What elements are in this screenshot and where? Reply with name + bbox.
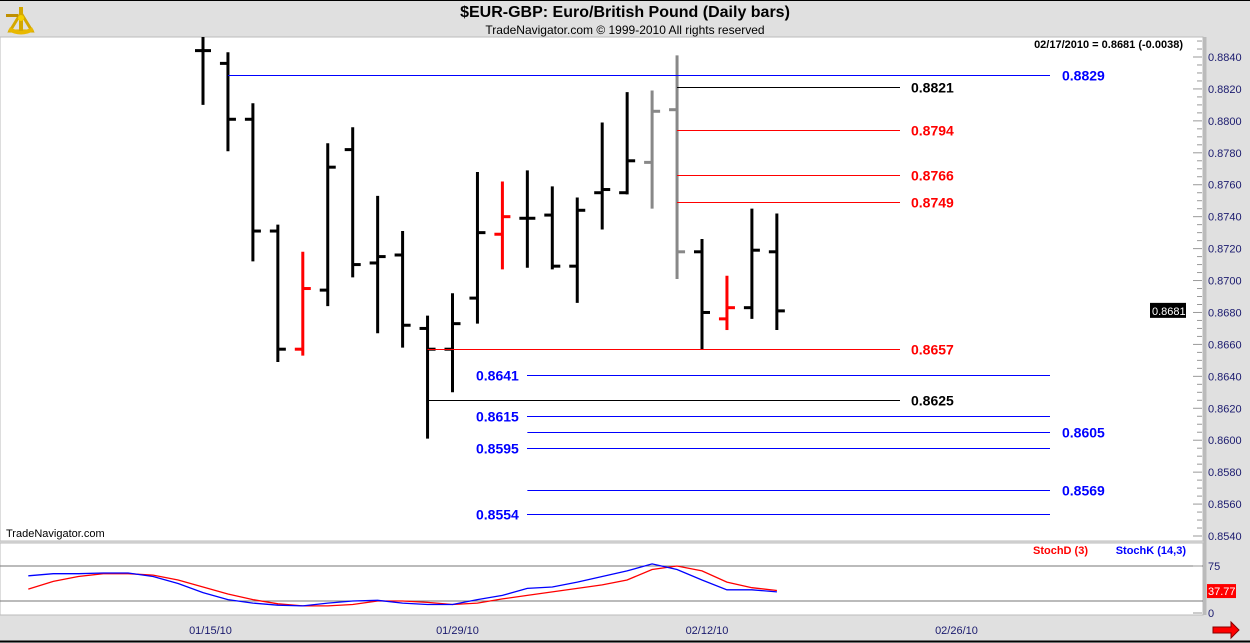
axis-label: 0.8720 [1208,244,1242,256]
chart-header: $EUR-GBP: Euro/British Pound (Daily bars… [0,0,1250,38]
ohlc-bar [319,143,336,307]
axis-label: 0.8560 [1208,499,1242,511]
axis-label: 0.8800 [1208,116,1242,128]
axis-label: 0.8700 [1208,276,1242,288]
ohlc-bar [269,224,286,362]
level-label: 0.8657 [911,342,954,358]
level-label: 0.8569 [1062,483,1105,499]
ohlc-bar [494,181,511,270]
axis-label: 75 [1208,561,1220,573]
axis-label: 0.8740 [1208,212,1242,224]
last-price-label: 0.8681 [1152,306,1186,318]
axis-label: 0.8600 [1208,435,1242,447]
price-axis: 0.8840 0.8820 0.8800 0.8780 0.8760 0.8740 0.87… [1150,40,1242,543]
sextant-logo-icon [6,7,35,35]
ohlc-bar [569,197,586,303]
last-stoch-marker [1207,584,1236,599]
axis-label: 0.8780 [1208,148,1242,160]
axis-label: 0.8840 [1208,52,1242,64]
ohlc-bar [195,37,211,105]
date-label: 02/12/10 [686,625,729,637]
ohlc-bar [644,90,661,209]
ohlc-bar [219,52,236,152]
axis-label: 0.8540 [1208,531,1242,543]
ohlc-bar [394,231,411,348]
level-label: 0.8605 [1062,425,1105,441]
level-label: 0.8554 [476,507,519,523]
axis-label: 0.8620 [1208,403,1242,415]
axis-label: 0.8640 [1208,371,1242,383]
scroll-right-arrow-icon[interactable] [1212,620,1240,640]
axis-label: 0 [1208,608,1214,620]
ohlc-bar [669,55,686,279]
stochastic-series: 75 0 37.77 [0,561,1236,620]
ohlc-bar [369,195,386,334]
last-price-marker [1150,302,1186,318]
date-label: 02/26/10 [935,625,978,637]
ohlc-bar [718,275,735,331]
axis-label: 0.8660 [1208,339,1242,351]
level-label: 0.8595 [476,441,519,457]
level-label: 0.8641 [476,368,519,384]
last-quote-readout: 02/17/2010 = 0.8681 (-0.0038) [1034,39,1183,51]
axis-label: 0.8680 [1208,307,1242,319]
ohlc-bar [244,103,261,262]
level-label: 0.8794 [911,123,954,139]
ohlc-bar [294,251,311,356]
level-label: 0.8625 [911,393,954,409]
watermark-text: TradeNavigator.com [6,528,105,540]
stoch-line-d [28,565,777,607]
legend-stochk: StochK (14,3) [1116,545,1187,557]
axis-label: 0.8820 [1208,84,1242,96]
level-label: 0.8749 [911,195,954,211]
last-stoch-label: 37.77 [1208,586,1236,598]
price-plot-area[interactable] [0,36,1204,542]
date-axis: 01/15/10 01/29/10 02/12/10 02/26/10 [0,625,1250,643]
date-label: 01/29/10 [436,625,479,637]
ohlc-bar [619,92,636,195]
level-label: 0.8829 [1062,68,1105,84]
legend-stochd: StochD (3) [1033,545,1088,557]
ohlc-bar [544,186,561,270]
stochastic-plot-area[interactable] [0,542,1204,616]
date-label: 01/15/10 [189,625,232,637]
ohlc-bar [344,127,361,278]
level-label: 0.8821 [911,80,954,96]
axis-label: 0.8580 [1208,467,1242,479]
level-label: 0.8615 [476,409,519,425]
ohlc-bar [519,170,536,268]
level-lines: 0.8829 0.8821 0.8794 0.8766 0.8749 0.8657 0.86… [227,68,1105,523]
stoch-line-k [28,563,777,607]
ohlc-bar [743,208,760,319]
level-label: 0.8766 [911,168,954,184]
price-series [195,37,785,439]
chart-copyright: TradeNavigator.com © 1999-2010 All right… [485,23,765,37]
ohlc-bar [594,122,611,230]
ohlc-bar [768,213,785,331]
ohlc-bar [469,171,486,324]
chart-title: $EUR-GBP: Euro/British Pound (Daily bars… [460,4,790,21]
axis-label: 0.8760 [1208,180,1242,192]
ohlc-bar [694,239,710,350]
